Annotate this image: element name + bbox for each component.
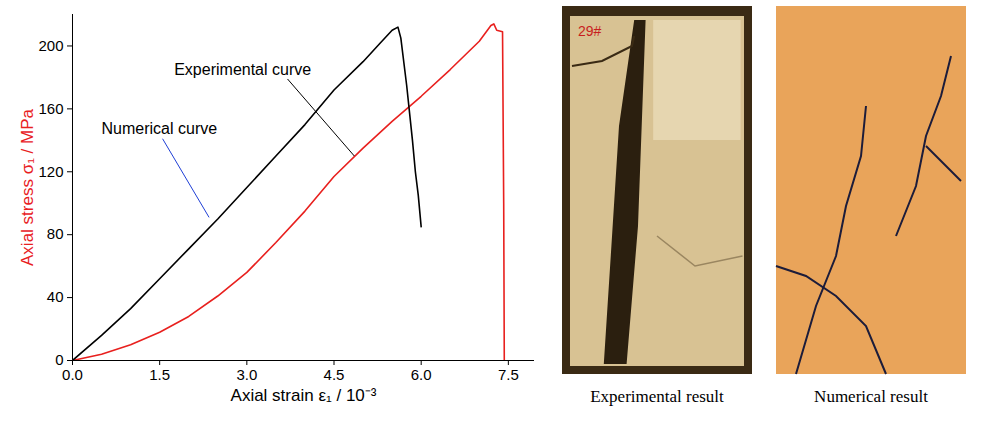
svg-text:200: 200 — [38, 37, 63, 54]
svg-text:1.5: 1.5 — [149, 366, 170, 383]
svg-text:80: 80 — [47, 225, 64, 242]
svg-text:Numerical result: Numerical result — [814, 387, 928, 406]
svg-text:0.0: 0.0 — [62, 366, 83, 383]
svg-text:29#: 29# — [578, 23, 602, 39]
svg-text:4.5: 4.5 — [324, 366, 345, 383]
svg-text:Experimental curve: Experimental curve — [174, 61, 311, 78]
svg-text:6.0: 6.0 — [411, 366, 432, 383]
svg-text:7.5: 7.5 — [498, 366, 519, 383]
svg-text:0: 0 — [55, 351, 63, 368]
svg-text:Numerical curve: Numerical curve — [102, 120, 218, 137]
svg-text:120: 120 — [38, 163, 63, 180]
svg-text:Experimental result: Experimental result — [590, 387, 724, 406]
svg-text:Axial stress σ₁ / MPa: Axial stress σ₁ / MPa — [18, 108, 37, 266]
svg-text:160: 160 — [38, 100, 63, 117]
svg-text:3.0: 3.0 — [236, 366, 257, 383]
svg-text:Axial strain ε₁ / 10⁻³: Axial strain ε₁ / 10⁻³ — [231, 386, 377, 405]
svg-text:40: 40 — [47, 288, 64, 305]
